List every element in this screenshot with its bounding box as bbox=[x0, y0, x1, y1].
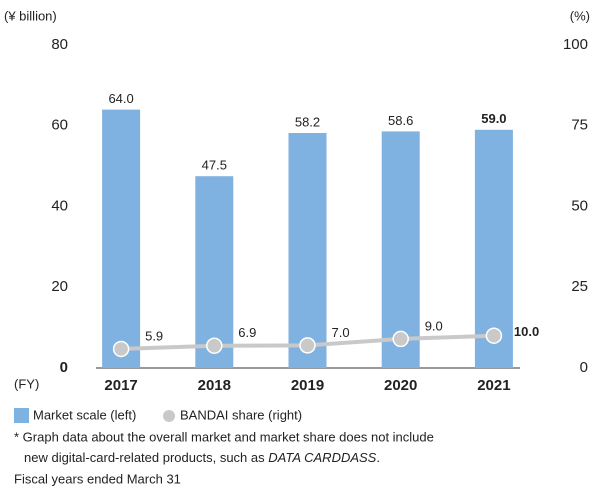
point bbox=[299, 337, 316, 354]
bar bbox=[195, 176, 234, 368]
data-label: 5.9 bbox=[145, 328, 163, 343]
data-label: 9.0 bbox=[425, 318, 443, 333]
data-label: 6.9 bbox=[238, 325, 256, 340]
y-axis-label: (¥ billion) bbox=[4, 8, 57, 23]
y2-tick-label: 75 bbox=[571, 117, 588, 134]
data-label: 47.5 bbox=[202, 158, 227, 173]
y2-tick-label: 100 bbox=[563, 36, 588, 53]
y-tick-label: 60 bbox=[51, 117, 68, 134]
note: new digital-card-related products, such … bbox=[24, 450, 265, 465]
y2-tick-label: 50 bbox=[571, 197, 588, 214]
x-axis-label: (FY) bbox=[14, 376, 39, 391]
legend-label: Market scale (left) bbox=[33, 407, 136, 422]
x-tick-label: 2020 bbox=[384, 377, 417, 394]
note: Fiscal years ended March 31 bbox=[14, 471, 181, 486]
y-tick-label: 0 bbox=[60, 359, 68, 376]
x-tick-label: 2019 bbox=[291, 377, 324, 394]
point bbox=[112, 340, 130, 358]
note: * Graph data about the overall market an… bbox=[14, 429, 434, 444]
x-tick-label: 2021 bbox=[477, 377, 510, 394]
y-tick-label: 40 bbox=[51, 197, 68, 214]
point bbox=[485, 327, 503, 344]
note: new digital-card-related products, such … bbox=[24, 450, 380, 465]
data-label: 10.0 bbox=[514, 324, 539, 339]
point bbox=[392, 330, 409, 348]
data-label: 59.0 bbox=[481, 111, 506, 126]
note: DATA CARDDASS bbox=[268, 450, 376, 465]
legend-swatch bbox=[14, 408, 29, 423]
data-label: 7.0 bbox=[332, 325, 350, 340]
data-label: 64.0 bbox=[108, 91, 133, 106]
y2-tick-label: 0 bbox=[580, 359, 588, 376]
x-tick-label: 2017 bbox=[104, 377, 137, 394]
y-tick-label: 80 bbox=[51, 36, 68, 53]
bar bbox=[381, 131, 420, 368]
y-tick-label: 20 bbox=[51, 278, 68, 295]
bar bbox=[288, 133, 327, 368]
y2-tick-label: 25 bbox=[571, 278, 588, 295]
note: . bbox=[376, 450, 380, 465]
y2-axis-label: (%) bbox=[570, 8, 590, 23]
bar bbox=[102, 109, 141, 368]
point bbox=[206, 337, 223, 354]
x-tick-label: 2018 bbox=[198, 377, 231, 394]
data-label: 58.6 bbox=[388, 113, 413, 128]
data-label: 58.2 bbox=[295, 114, 320, 129]
legend-swatch bbox=[163, 410, 175, 422]
legend-label: BANDAI share (right) bbox=[180, 407, 302, 422]
